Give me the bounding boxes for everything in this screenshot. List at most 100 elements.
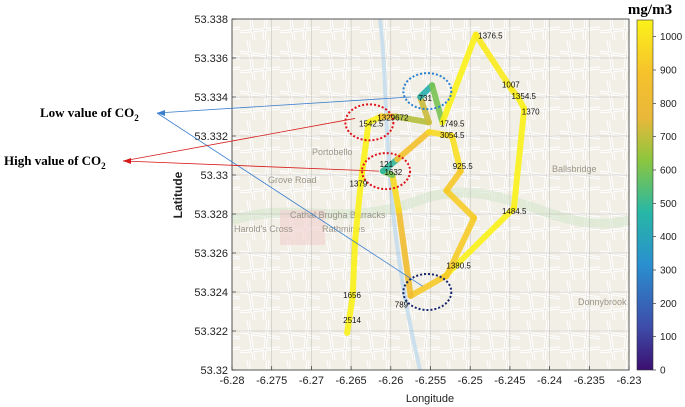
colorbar-tick-label: 200 bbox=[660, 299, 677, 310]
low-annotation-text: Low value of CO bbox=[40, 105, 134, 120]
map-label: Ballsbridge bbox=[552, 164, 597, 174]
low-value-circle bbox=[402, 72, 453, 111]
x-tick-label: -6.265 bbox=[335, 375, 366, 387]
map-label: Rathmines bbox=[322, 224, 366, 234]
route-segment bbox=[349, 238, 359, 299]
low-annotation-subscript: 2 bbox=[134, 113, 139, 123]
annotation-arrow bbox=[156, 96, 411, 114]
y-tick-label: 53.338 bbox=[194, 14, 228, 26]
high-annotation-text: High value of CO bbox=[4, 153, 101, 168]
map-label: Cathal Brugha Barracks bbox=[290, 210, 386, 220]
route-segment bbox=[395, 207, 414, 299]
x-tick-label: -6.245 bbox=[494, 375, 525, 387]
y-tick-label: 53.322 bbox=[194, 326, 228, 338]
data-label: 1542.5 bbox=[359, 119, 384, 128]
colorbar-unit: mg/m3 bbox=[628, 2, 672, 18]
y-ticks: 53.32 53.322 53.324 53.326 53.328 53.33 53.332… bbox=[194, 14, 236, 377]
route-segment bbox=[352, 181, 364, 245]
route-segment bbox=[510, 105, 528, 212]
data-label: 1370 bbox=[522, 108, 540, 117]
annotation-arrow bbox=[122, 160, 379, 172]
route-segment bbox=[357, 119, 372, 188]
route-segment bbox=[429, 82, 446, 126]
route-segment bbox=[443, 168, 464, 194]
annotation-arrow bbox=[156, 112, 423, 287]
data-label: 1484.5 bbox=[502, 207, 527, 216]
x-tick-label: -6.275 bbox=[256, 375, 287, 387]
x-tick-label: -6.255 bbox=[415, 375, 446, 387]
route-segment bbox=[472, 31, 515, 93]
route-segment bbox=[441, 205, 517, 280]
route-segment bbox=[448, 133, 464, 175]
high-value-annotation: High value of CO2 bbox=[4, 153, 106, 171]
data-label: 1656 bbox=[343, 291, 361, 300]
map-labels: Portobello Grove Road Cathal Brugha Barrac… bbox=[234, 147, 627, 307]
route-segment bbox=[389, 172, 402, 214]
colorbar-tick-label: 300 bbox=[660, 266, 677, 277]
data-label: 1380.5 bbox=[446, 262, 471, 271]
arrow-head bbox=[157, 110, 165, 116]
route-segment bbox=[443, 214, 478, 280]
arrow-head bbox=[123, 158, 131, 164]
x-tick-label: -6.25 bbox=[458, 375, 483, 387]
colorbar-tick-label: 800 bbox=[660, 99, 677, 110]
data-label: 1379 bbox=[350, 180, 368, 189]
route-segment bbox=[392, 113, 432, 126]
x-tick-label: -6.23 bbox=[616, 375, 641, 387]
colorbar-tick-label: 0 bbox=[660, 366, 666, 377]
colorbar-tick-label: 1000 bbox=[660, 32, 683, 43]
data-label: 1007 bbox=[502, 80, 520, 89]
highlight-circles bbox=[344, 72, 453, 311]
x-tick-label: -6.28 bbox=[219, 375, 244, 387]
x-axis-label: Longitude bbox=[406, 393, 454, 405]
route-segment bbox=[417, 94, 432, 126]
route-segment bbox=[425, 129, 455, 139]
data-label: 1749.5 bbox=[440, 119, 465, 128]
x-tick-label: -6.26 bbox=[378, 375, 403, 387]
x-tick-label: -6.235 bbox=[574, 375, 605, 387]
route-segment bbox=[394, 129, 432, 163]
route-path bbox=[344, 31, 528, 336]
data-label: 925.5 bbox=[453, 162, 474, 171]
high-value-circle bbox=[344, 103, 395, 142]
route-segment bbox=[443, 187, 478, 221]
colorbar-tick-label: 700 bbox=[660, 132, 677, 143]
data-label: 1632 bbox=[384, 168, 402, 177]
high-value-circle bbox=[361, 152, 412, 191]
low-value-circle bbox=[402, 273, 453, 311]
y-tick-label: 53.334 bbox=[194, 92, 228, 104]
annotation-arrow bbox=[122, 118, 356, 162]
data-label: 1329672 bbox=[377, 113, 409, 122]
x-ticks: -6.28 -6.275 -6.27 -6.265 -6.26 -6.255 -6.25 -6… bbox=[219, 366, 642, 387]
map-label: Portobello bbox=[312, 147, 353, 157]
data-label: 731 bbox=[419, 94, 433, 103]
map-label: Grove Road bbox=[268, 175, 317, 185]
route-segment bbox=[379, 156, 401, 175]
y-tick-label: 53.336 bbox=[194, 53, 228, 65]
data-label: 1354.5 bbox=[511, 92, 536, 101]
route-segment bbox=[407, 273, 448, 299]
low-value-annotation: Low value of CO2 bbox=[40, 105, 139, 123]
high-annotation-subscript: 2 bbox=[101, 161, 106, 171]
y-axis-label: Latitude bbox=[171, 171, 185, 218]
y-tick-label: 53.332 bbox=[194, 131, 228, 143]
map-label: Donnybrook bbox=[578, 297, 627, 307]
y-tick-label: 53.32 bbox=[200, 365, 228, 377]
y-tick-label: 53.33 bbox=[200, 170, 228, 182]
route-segment bbox=[439, 31, 479, 126]
colorbar-tick-label: 600 bbox=[660, 166, 677, 177]
colorbar-ticks: 0 100 200 300 400 500 600 700 800 900 1000 bbox=[653, 32, 683, 377]
data-label: 121 bbox=[380, 160, 394, 169]
y-tick-label: 53.326 bbox=[194, 248, 228, 260]
data-label: 3054.5 bbox=[440, 131, 465, 140]
y-tick-label: 53.324 bbox=[194, 287, 228, 299]
x-tick-label: -6.27 bbox=[299, 375, 324, 387]
data-label: 2514 bbox=[343, 316, 361, 325]
x-tick-label: -6.24 bbox=[537, 375, 562, 387]
colorbar bbox=[636, 19, 654, 371]
route-segment bbox=[344, 292, 356, 336]
data-label: 1376.5 bbox=[478, 32, 503, 41]
